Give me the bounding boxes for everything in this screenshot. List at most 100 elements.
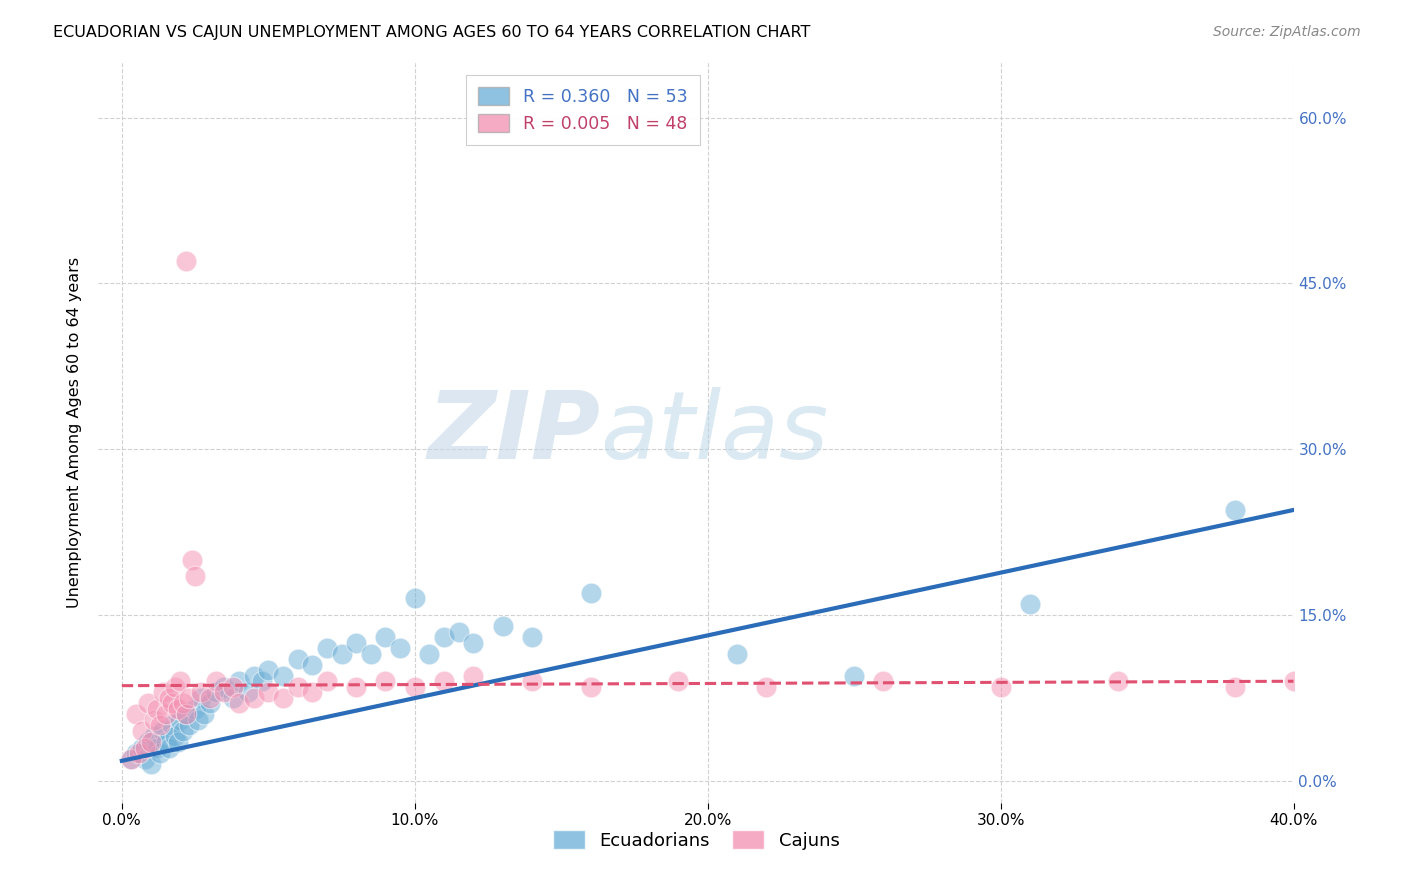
- Point: [316, 674, 339, 689]
- Text: ZIP: ZIP: [427, 386, 600, 479]
- Point: [236, 685, 259, 699]
- Point: [198, 690, 221, 705]
- Point: [287, 652, 309, 666]
- Point: [146, 740, 169, 755]
- Point: [174, 254, 197, 268]
- Point: [404, 680, 426, 694]
- Point: [152, 685, 174, 699]
- Point: [136, 697, 159, 711]
- Point: [146, 702, 169, 716]
- Point: [228, 674, 250, 689]
- Point: [242, 690, 264, 705]
- Legend: Ecuadorians, Cajuns: Ecuadorians, Cajuns: [541, 820, 851, 861]
- Point: [160, 718, 183, 732]
- Point: [160, 697, 183, 711]
- Point: [271, 690, 294, 705]
- Point: [666, 674, 689, 689]
- Point: [169, 713, 191, 727]
- Text: Source: ZipAtlas.com: Source: ZipAtlas.com: [1213, 25, 1361, 39]
- Point: [174, 707, 197, 722]
- Point: [301, 657, 323, 672]
- Point: [181, 552, 204, 566]
- Point: [1223, 503, 1246, 517]
- Point: [755, 680, 778, 694]
- Point: [155, 735, 177, 749]
- Point: [134, 740, 156, 755]
- Point: [725, 647, 748, 661]
- Point: [125, 746, 148, 760]
- Point: [520, 674, 543, 689]
- Point: [389, 641, 412, 656]
- Point: [990, 680, 1012, 694]
- Y-axis label: Unemployment Among Ages 60 to 64 years: Unemployment Among Ages 60 to 64 years: [67, 257, 83, 608]
- Point: [872, 674, 894, 689]
- Point: [187, 713, 209, 727]
- Point: [844, 669, 866, 683]
- Point: [172, 697, 194, 711]
- Point: [143, 730, 166, 744]
- Point: [184, 702, 207, 716]
- Point: [330, 647, 353, 661]
- Point: [198, 697, 221, 711]
- Point: [184, 569, 207, 583]
- Point: [155, 707, 177, 722]
- Point: [157, 740, 180, 755]
- Point: [120, 751, 142, 765]
- Point: [179, 718, 201, 732]
- Point: [131, 740, 153, 755]
- Point: [136, 735, 159, 749]
- Point: [360, 647, 382, 661]
- Point: [125, 707, 148, 722]
- Point: [287, 680, 309, 694]
- Point: [463, 635, 485, 649]
- Point: [447, 624, 470, 639]
- Point: [157, 690, 180, 705]
- Point: [128, 746, 150, 760]
- Point: [204, 674, 226, 689]
- Point: [179, 690, 201, 705]
- Point: [301, 685, 323, 699]
- Point: [344, 680, 367, 694]
- Point: [174, 707, 197, 722]
- Point: [193, 707, 215, 722]
- Point: [257, 685, 280, 699]
- Point: [149, 746, 172, 760]
- Point: [120, 751, 142, 765]
- Point: [152, 723, 174, 738]
- Point: [579, 680, 602, 694]
- Point: [228, 697, 250, 711]
- Point: [1018, 597, 1040, 611]
- Point: [579, 586, 602, 600]
- Point: [214, 680, 236, 694]
- Point: [134, 751, 156, 765]
- Point: [404, 591, 426, 606]
- Point: [271, 669, 294, 683]
- Point: [172, 723, 194, 738]
- Text: atlas: atlas: [600, 387, 828, 478]
- Point: [204, 685, 226, 699]
- Point: [141, 757, 163, 772]
- Point: [252, 674, 274, 689]
- Point: [141, 735, 163, 749]
- Point: [190, 685, 212, 699]
- Point: [163, 680, 186, 694]
- Point: [520, 630, 543, 644]
- Point: [143, 713, 166, 727]
- Point: [316, 641, 339, 656]
- Point: [374, 630, 396, 644]
- Point: [222, 680, 245, 694]
- Point: [257, 663, 280, 677]
- Point: [131, 723, 153, 738]
- Point: [374, 674, 396, 689]
- Point: [166, 702, 188, 716]
- Point: [163, 730, 186, 744]
- Point: [433, 674, 456, 689]
- Point: [149, 718, 172, 732]
- Point: [418, 647, 440, 661]
- Point: [1107, 674, 1129, 689]
- Point: [344, 635, 367, 649]
- Point: [463, 669, 485, 683]
- Point: [169, 674, 191, 689]
- Point: [492, 619, 515, 633]
- Text: ECUADORIAN VS CAJUN UNEMPLOYMENT AMONG AGES 60 TO 64 YEARS CORRELATION CHART: ECUADORIAN VS CAJUN UNEMPLOYMENT AMONG A…: [53, 25, 811, 40]
